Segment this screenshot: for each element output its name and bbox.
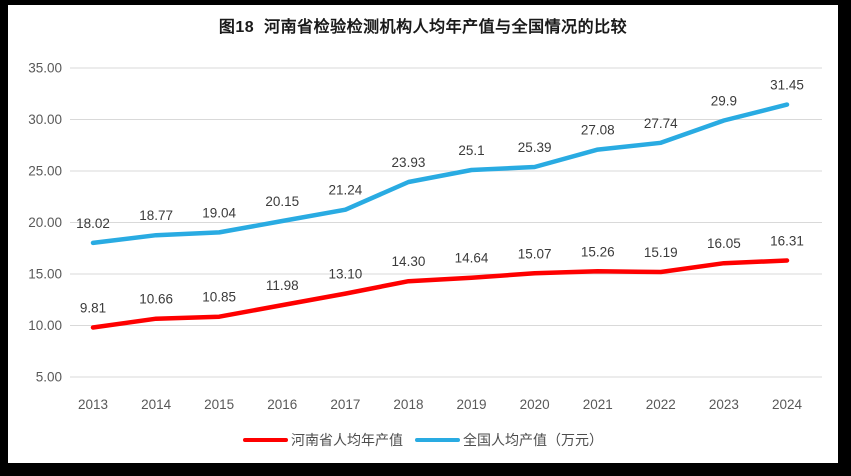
x-axis-tick-label: 2014 (141, 397, 172, 412)
henan-data-label: 10.85 (202, 290, 236, 305)
y-axis-tick-label: 35.00 (28, 61, 62, 76)
national-data-label: 29.9 (711, 94, 737, 109)
x-axis-tick-label: 2017 (330, 397, 360, 412)
national-data-label: 25.1 (458, 143, 484, 158)
national-data-label: 18.02 (76, 216, 110, 231)
henan-data-label: 9.81 (80, 300, 106, 315)
national-data-label: 18.77 (139, 208, 173, 223)
x-axis-tick-label: 2019 (457, 397, 487, 412)
x-axis-tick-label: 2013 (78, 397, 108, 412)
henan-data-label: 15.19 (644, 245, 678, 260)
x-axis-tick-label: 2021 (583, 397, 613, 412)
x-axis-tick-label: 2020 (520, 397, 550, 412)
y-axis-tick-label: 30.00 (28, 112, 62, 127)
national-data-label: 27.08 (581, 123, 615, 138)
national-data-label: 27.74 (644, 116, 678, 131)
henan-data-label: 15.07 (518, 246, 552, 261)
henan-data-label: 11.98 (266, 278, 299, 293)
henan-data-label: 14.64 (455, 251, 489, 266)
x-axis-tick-label: 2024 (772, 397, 803, 412)
line-chart: 图18 河南省检验检测机构人均年产值与全国情况的比较 5.00 10.00 15.0… (8, 5, 838, 463)
national-data-label: 31.45 (770, 78, 804, 93)
y-axis-tick-label: 5.00 (36, 370, 62, 385)
y-axis-tick-label: 15.00 (28, 267, 62, 282)
henan-data-label: 14.30 (392, 254, 426, 269)
national-data-label: 19.04 (202, 205, 236, 220)
x-axis-tick-label: 2018 (393, 397, 423, 412)
y-axis-tick-label: 20.00 (28, 215, 62, 230)
legend-label-national: 全国人均产值（万元） (463, 432, 603, 448)
national-data-label: 21.24 (328, 183, 362, 198)
legend-item-national: 全国人均产值（万元） (415, 430, 603, 450)
henan-line-swatch (243, 437, 288, 443)
national-data-label: 23.93 (392, 155, 426, 170)
x-axis-tick-label: 2023 (709, 397, 739, 412)
henan-data-label: 16.05 (707, 236, 741, 251)
henan-data-label: 13.10 (328, 267, 362, 282)
legend-item-henan: 河南省人均年产值 (243, 430, 403, 450)
y-axis-tick-label: 10.00 (28, 318, 62, 333)
y-axis-tick-label: 25.00 (28, 164, 62, 179)
henan-data-label: 10.66 (139, 292, 173, 307)
national-data-label: 25.39 (518, 140, 552, 155)
national-data-label: 20.15 (265, 194, 299, 209)
legend: 河南省人均年产值 全国人均产值（万元） (8, 430, 838, 450)
x-axis-tick-label: 2015 (204, 397, 234, 412)
henan-data-label: 15.26 (581, 244, 615, 259)
chart-title: 图18 河南省检验检测机构人均年产值与全国情况的比较 (218, 19, 628, 36)
x-axis-tick-label: 2022 (646, 397, 676, 412)
legend-label-henan: 河南省人均年产值 (291, 432, 403, 448)
henan-data-label: 16.31 (770, 234, 804, 249)
x-axis-tick-label: 2016 (267, 397, 297, 412)
chart-canvas: 5.00 10.00 15.00 20.00 25.00 30.00 35.00 2013 20… (28, 61, 822, 412)
national-series-line (90, 102, 790, 246)
national-line-swatch (415, 437, 460, 443)
henan-series-line (90, 258, 790, 330)
